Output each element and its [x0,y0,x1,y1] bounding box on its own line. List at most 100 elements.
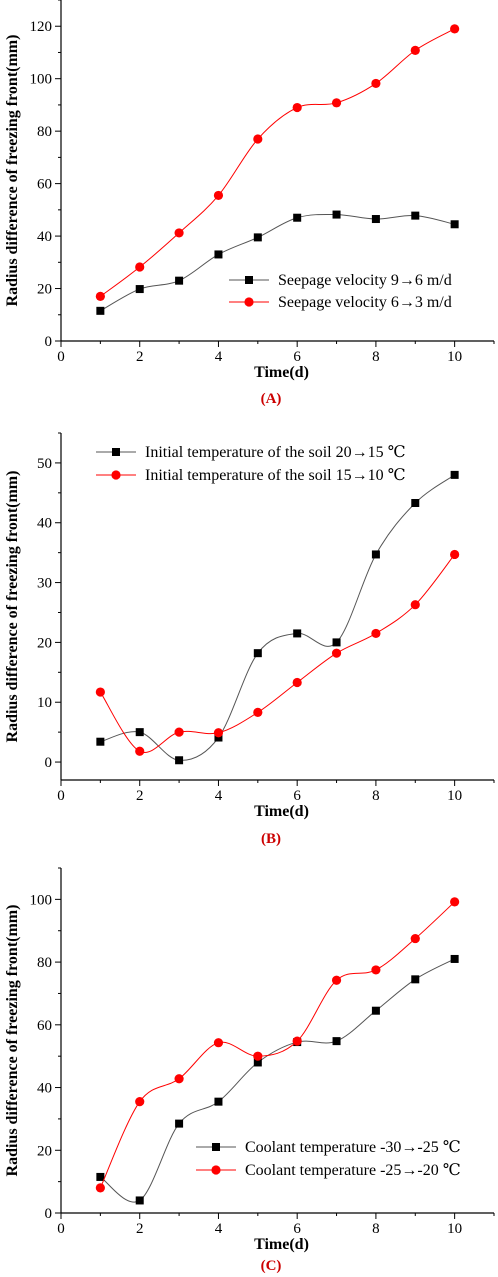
data-point-circle [135,746,145,756]
data-point-circle [371,78,381,89]
data-point-circle [331,648,342,658]
x-tick-label: 8 [372,349,380,365]
data-point-circle [331,975,342,985]
legend: Seepage velocity 9→6 m/d Seepage velocity… [229,272,452,311]
data-point-circle [174,727,184,737]
data-point-square [450,954,459,963]
data-point-square [411,498,420,507]
x-tick-label: 8 [372,788,380,804]
chart-panel-2: 0 2 4 6 8 10 0 10 20 30 40 50 Time(d) Radius differen… [4,432,495,847]
data-point-circle [95,1183,105,1193]
data-point-circle [371,965,381,975]
y-tick-label: 80 [37,124,52,140]
data-point-circle [410,933,420,944]
y-tick-label: 120 [30,19,53,35]
data-point-circle [253,1051,263,1061]
x-tick-label: 2 [136,349,144,365]
y-tick-label: 40 [37,229,52,245]
panel-label: (C) [261,1258,282,1274]
data-point-square [332,638,341,647]
x-tick-label: 4 [215,788,223,804]
data-point-circle [292,102,302,113]
data-point-circle [371,628,381,639]
data-point-circle [292,1036,302,1046]
legend-marker-square [245,276,253,284]
y-tick-label: 40 [37,516,52,532]
data-point-circle [213,1038,224,1048]
panel-label: (B) [261,831,281,847]
y-axis-label: Radius difference of freezing front(mm) [4,471,21,743]
x-tick-label: 4 [215,349,223,365]
data-point-circle [253,134,263,144]
data-point-square [135,285,144,294]
x-tick-label: 8 [372,1221,380,1237]
data-point-square [332,210,341,219]
data-point-circle [135,1097,145,1107]
data-point-square [253,233,262,242]
series-line-2 [100,28,455,297]
y-tick-label: 0 [45,334,53,350]
data-point-square [371,1006,380,1015]
y-tick-label: 20 [37,282,52,298]
data-point-square [96,737,105,746]
x-tick-label: 6 [293,1221,301,1237]
legend-marker-circle [211,1165,221,1175]
x-tick-label: 10 [447,788,462,804]
y-tick-label: 100 [30,892,53,908]
data-point-square [450,220,459,229]
x-tick-label: 2 [136,1221,144,1237]
y-axis-label: Radius difference of freezing front(mm) [4,905,21,1177]
panel-label: (A) [261,391,282,407]
series-line-2 [99,901,455,1189]
x-tick-label: 0 [57,788,65,804]
data-point-square [214,250,223,259]
x-axis-label: Time(d) [254,1236,309,1253]
legend-label: Seepage velocity 9→6 m/d [278,272,452,289]
data-point-circle [253,707,263,717]
data-point-circle [410,600,420,610]
data-point-square [253,1058,262,1067]
data-point-square [293,629,302,638]
data-point-square [214,733,223,742]
x-tick-label: 10 [447,349,462,365]
legend-marker-square [212,1143,220,1151]
x-tick-label: 6 [293,788,301,804]
y-tick-label: 20 [37,635,52,651]
y-tick-label: 60 [37,177,52,193]
data-point-circle [213,190,224,201]
y-tick-label: 10 [37,695,52,711]
y-tick-label: 30 [37,576,52,592]
legend-label: Coolant temperature -30→-25 ℃ [245,1139,461,1156]
y-tick-label: 20 [37,1143,52,1159]
y-tick-label: 50 [37,456,52,472]
y-tick-label: 40 [37,1081,52,1097]
y-tick-label: 0 [45,755,53,771]
data-point-square [135,728,144,737]
data-point-circle [174,228,184,238]
data-point-circle [135,262,145,272]
x-tick-label: 0 [57,1221,65,1237]
y-tick-label: 60 [37,1018,52,1034]
series-line-2 [99,554,456,753]
y-tick-label: 100 [30,72,53,88]
data-point-square [135,1196,144,1205]
data-point-circle [95,291,105,302]
data-point-circle [95,687,105,697]
legend-label: Initial temperature of the soil 20→15 ℃ [145,444,406,461]
legend: Coolant temperature -30→-25 ℃ Coolant tem… [196,1139,461,1179]
data-point-square [411,211,420,220]
data-point-square [175,756,184,765]
data-point-circle [450,24,460,34]
data-point-square [253,649,262,658]
data-point-square [96,306,105,315]
data-point-circle [450,897,460,907]
x-tick-label: 10 [447,1221,462,1237]
data-point-square [96,1172,105,1181]
data-point-circle [410,45,420,55]
data-point-square [411,975,420,984]
series-line-1 [100,213,455,312]
x-axis-label: Time(d) [254,803,309,820]
x-tick-label: 4 [215,1221,223,1237]
